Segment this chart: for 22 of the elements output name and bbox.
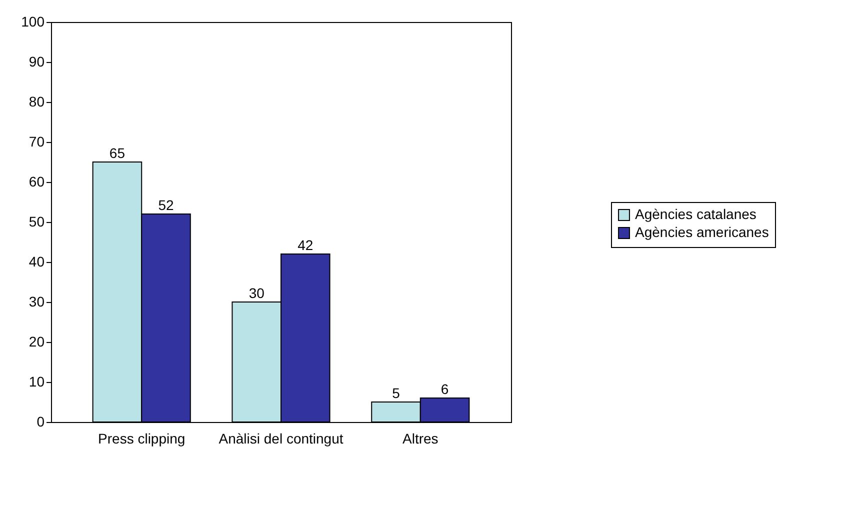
y-tick-label: 10 [28,374,45,390]
y-tick-label: 0 [36,414,45,430]
legend-label: Agències americanes [635,224,769,240]
y-tick-label: 50 [28,214,45,230]
data-label: 52 [158,197,174,213]
y-tick-label: 60 [28,174,45,190]
data-label: 42 [298,237,314,253]
x-tick-label: Anàlisi del contingut [218,430,344,446]
x-tick-label: Altres [402,430,438,446]
data-label: 6 [440,381,449,397]
data-label: 5 [392,385,400,401]
y-tick-label: 30 [28,294,45,310]
y-tick-label: 40 [28,254,45,270]
y-tick-label: 70 [28,134,45,150]
legend-label: Agències catalanes [635,206,756,222]
data-label: 65 [109,145,126,161]
data-label: 30 [248,285,265,301]
y-tick-label: 20 [28,334,45,350]
y-tick-label: 90 [28,54,45,70]
y-tick-label: 100 [21,14,45,30]
x-tick-label: Press clipping [98,430,186,446]
y-tick-label: 80 [28,94,45,110]
